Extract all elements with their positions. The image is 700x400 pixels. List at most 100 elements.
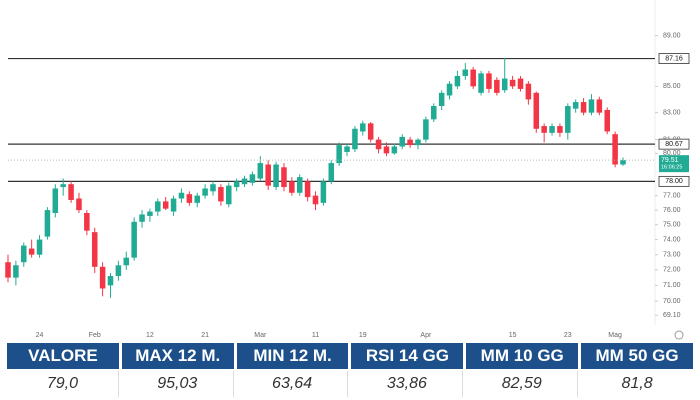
candle-body <box>281 167 287 188</box>
candle-body <box>367 123 374 140</box>
y-tick-label: 76.00 <box>663 207 681 214</box>
x-tick-label: 15 <box>509 332 517 339</box>
value-cell: 79,0 <box>7 371 119 397</box>
candle-body <box>525 83 532 100</box>
candle-body <box>178 192 185 199</box>
settings-icon[interactable] <box>674 330 684 340</box>
candle-body <box>265 164 271 186</box>
y-tick-label: 77.00 <box>663 192 681 199</box>
candle-body <box>131 221 137 258</box>
candle-body <box>588 99 595 113</box>
candle-body <box>304 181 311 198</box>
candle-body <box>312 195 319 205</box>
y-tick-label: 71.00 <box>663 282 681 289</box>
x-tick-label: 11 <box>312 332 319 339</box>
candle-body <box>391 146 398 154</box>
candle-body <box>162 201 169 209</box>
candle-body <box>52 188 59 214</box>
candle-body <box>509 79 516 87</box>
candle-body <box>5 262 11 278</box>
level-label: 80.67 <box>665 141 683 148</box>
candle-body <box>549 126 555 133</box>
candle-body <box>344 146 350 152</box>
candle-body <box>115 265 122 277</box>
x-tick-label: 24 <box>36 332 44 339</box>
candle-body <box>210 184 216 192</box>
candle-body <box>99 266 106 289</box>
candle-body <box>107 276 114 286</box>
candle-body <box>170 198 177 212</box>
y-tick-label: 85.00 <box>663 83 681 90</box>
candle-body <box>202 188 208 196</box>
candle-body <box>399 136 405 147</box>
candle-body <box>375 139 382 150</box>
candle-body <box>155 201 161 212</box>
level-label-box <box>658 53 690 64</box>
candle-body <box>572 102 579 109</box>
value-row: 79,0 95,03 63,64 33,86 82,59 81,8 <box>7 371 693 397</box>
candle-body <box>226 185 232 205</box>
candle-body <box>470 69 476 87</box>
candle-body <box>241 178 248 185</box>
candle-body <box>249 174 256 183</box>
candle-body <box>478 73 484 93</box>
candle-body <box>431 106 437 120</box>
x-tick-label: 19 <box>359 332 367 339</box>
x-tick-label: 23 <box>564 332 572 339</box>
x-tick-label: Mar <box>254 332 267 339</box>
candle-body <box>186 194 193 203</box>
candle-body <box>501 78 508 91</box>
level-label: 78.00 <box>665 178 683 185</box>
candle-body <box>139 214 145 222</box>
candle-body <box>28 248 35 255</box>
y-tick-label: 69.10 <box>663 312 681 319</box>
candle-body <box>454 75 461 87</box>
candle-body <box>383 146 390 154</box>
candle-body <box>438 92 445 107</box>
candle-body <box>533 92 540 129</box>
last-price-box <box>659 155 689 173</box>
y-tick-label: 75.00 <box>663 222 681 229</box>
candle-body <box>68 184 74 200</box>
candle-body <box>352 128 358 150</box>
candle-body <box>612 134 618 165</box>
candle-body <box>486 73 492 89</box>
y-tick-label: 70.00 <box>663 298 681 305</box>
candle-body <box>604 109 610 132</box>
y-tick-label: 89.00 <box>663 32 681 39</box>
chart: 89.0085.0083.0081.0080.0077.0076.0075.00… <box>5 0 690 340</box>
candle-body <box>147 211 153 216</box>
x-tick-label: 21 <box>201 332 209 339</box>
countdown-label: 16:06:25 <box>661 165 682 171</box>
header-cell: MM 10 GG <box>466 343 579 369</box>
level-label-box <box>658 175 690 187</box>
candle-body <box>328 163 335 182</box>
candle-body <box>289 181 295 193</box>
value-cell: 95,03 <box>122 371 234 397</box>
candle-body <box>565 106 571 133</box>
y-tick-label: 80.00 <box>663 150 681 157</box>
stats-table: VALORE MAX 12 M. MIN 12 M. RSI 14 GG MM … <box>4 341 696 399</box>
candle-body <box>407 139 413 146</box>
last-price-label: 79.51 <box>661 157 679 164</box>
candle-body <box>76 198 82 211</box>
value-cell: 63,64 <box>237 371 349 397</box>
header-cell: RSI 14 GG <box>351 343 464 369</box>
candle-body <box>446 83 453 96</box>
candle-body <box>557 126 563 133</box>
level-label-box <box>658 138 690 150</box>
candle-body <box>494 79 500 93</box>
x-tick-label: Feb <box>89 332 101 339</box>
level-label: 87.16 <box>665 55 683 62</box>
candle-body <box>415 139 421 146</box>
header-cell: MIN 12 M. <box>236 343 349 369</box>
candle-body <box>320 181 327 203</box>
candle-body <box>91 232 98 267</box>
candle-body <box>194 195 200 203</box>
candle-body <box>60 184 66 188</box>
x-tick-label: 12 <box>146 332 154 339</box>
y-tick-label: 83.00 <box>663 109 681 116</box>
y-tick-label: 72.00 <box>663 267 681 274</box>
y-tick-label: 73.00 <box>663 251 681 258</box>
